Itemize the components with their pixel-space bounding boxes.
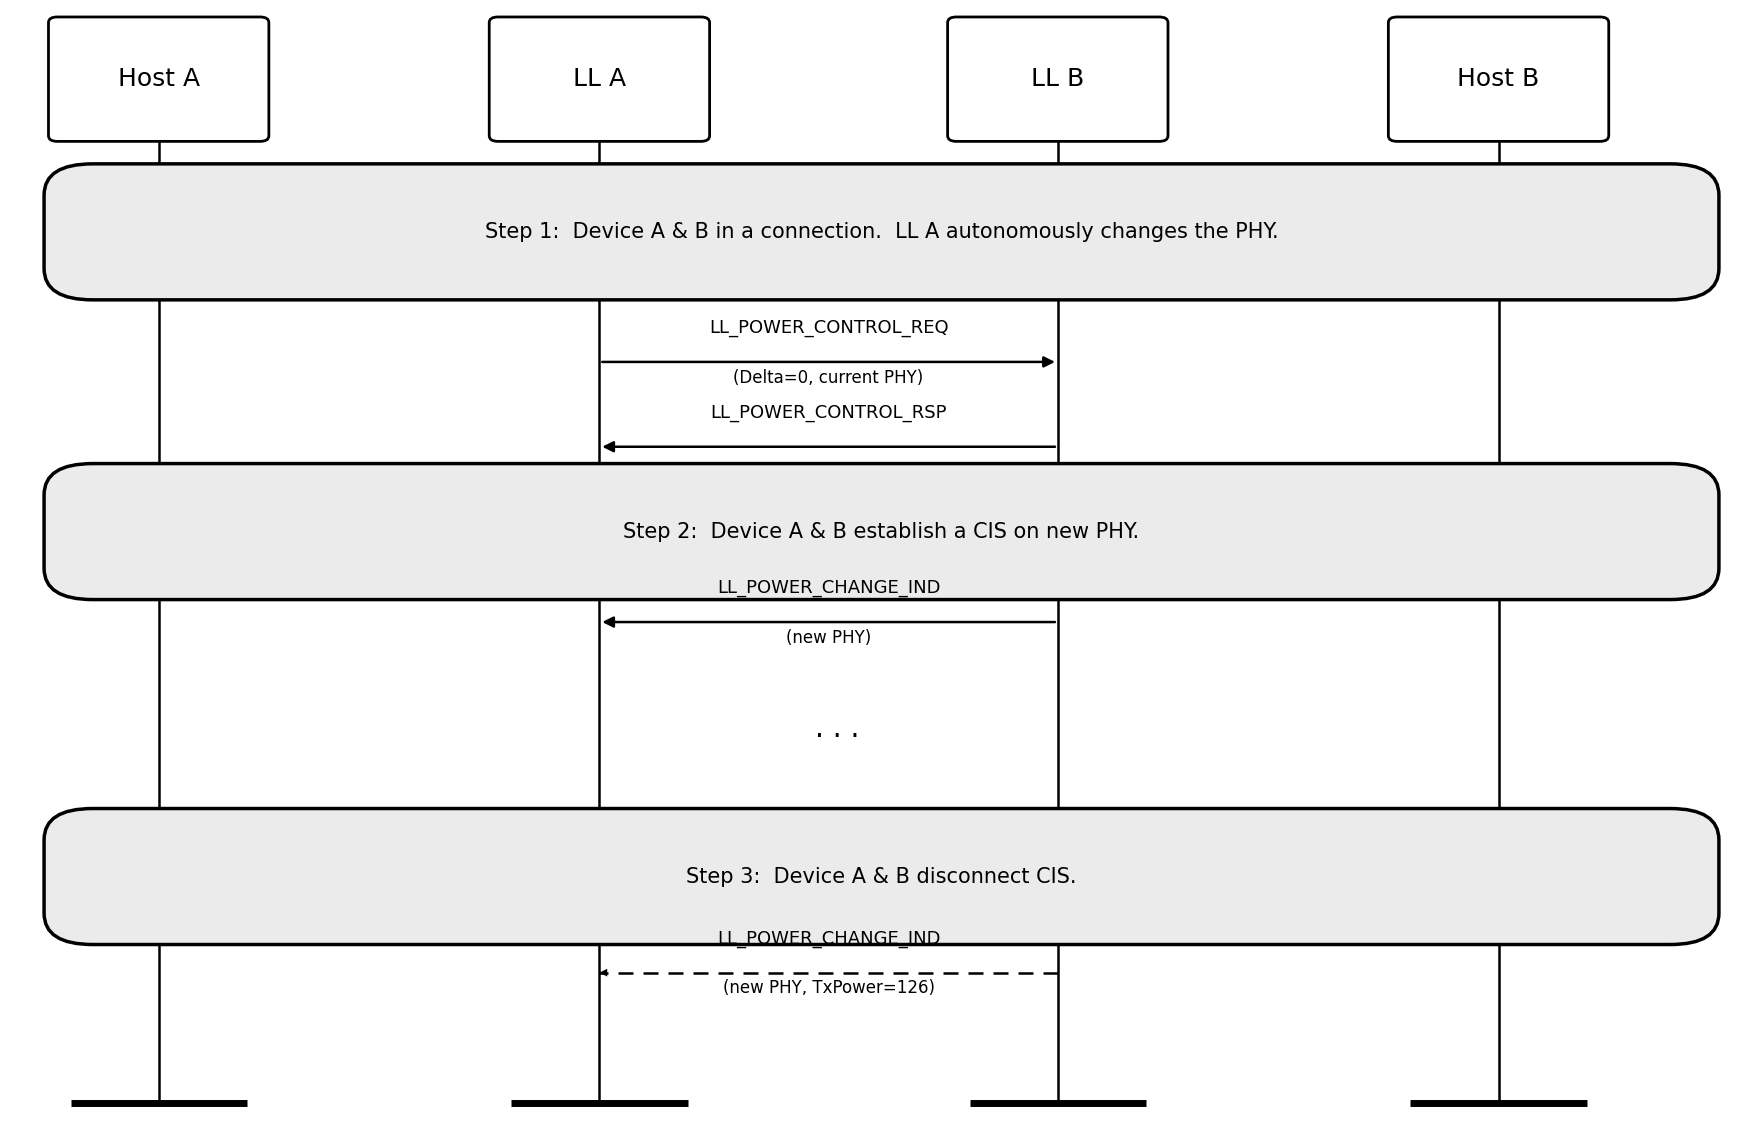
Text: LL A: LL A xyxy=(573,67,626,92)
Text: Host B: Host B xyxy=(1458,67,1539,92)
Text: Step 3:  Device A & B disconnect CIS.: Step 3: Device A & B disconnect CIS. xyxy=(686,866,1077,887)
Text: Host A: Host A xyxy=(118,67,199,92)
FancyBboxPatch shape xyxy=(44,464,1719,599)
Text: . . .: . . . xyxy=(815,716,860,743)
Text: Step 2:  Device A & B establish a CIS on new PHY.: Step 2: Device A & B establish a CIS on … xyxy=(624,521,1139,542)
FancyBboxPatch shape xyxy=(44,809,1719,944)
FancyBboxPatch shape xyxy=(44,164,1719,300)
FancyBboxPatch shape xyxy=(948,17,1167,141)
FancyBboxPatch shape xyxy=(48,17,270,141)
Text: (new PHY): (new PHY) xyxy=(786,629,871,647)
Text: LL_POWER_CHANGE_IND: LL_POWER_CHANGE_IND xyxy=(718,579,940,597)
Text: LL_POWER_CONTROL_RSP: LL_POWER_CONTROL_RSP xyxy=(710,404,947,422)
Text: (new PHY, TxPower=126): (new PHY, TxPower=126) xyxy=(723,979,934,998)
FancyBboxPatch shape xyxy=(1389,17,1610,141)
Text: Step 1:  Device A & B in a connection.  LL A autonomously changes the PHY.: Step 1: Device A & B in a connection. LL… xyxy=(485,222,1278,242)
Text: LL_POWER_CONTROL_REQ: LL_POWER_CONTROL_REQ xyxy=(709,319,948,337)
FancyBboxPatch shape xyxy=(490,17,710,141)
Text: LL_POWER_CHANGE_IND: LL_POWER_CHANGE_IND xyxy=(718,930,940,948)
Text: LL B: LL B xyxy=(1031,67,1084,92)
Text: (Delta=0, current PHY): (Delta=0, current PHY) xyxy=(733,369,924,387)
